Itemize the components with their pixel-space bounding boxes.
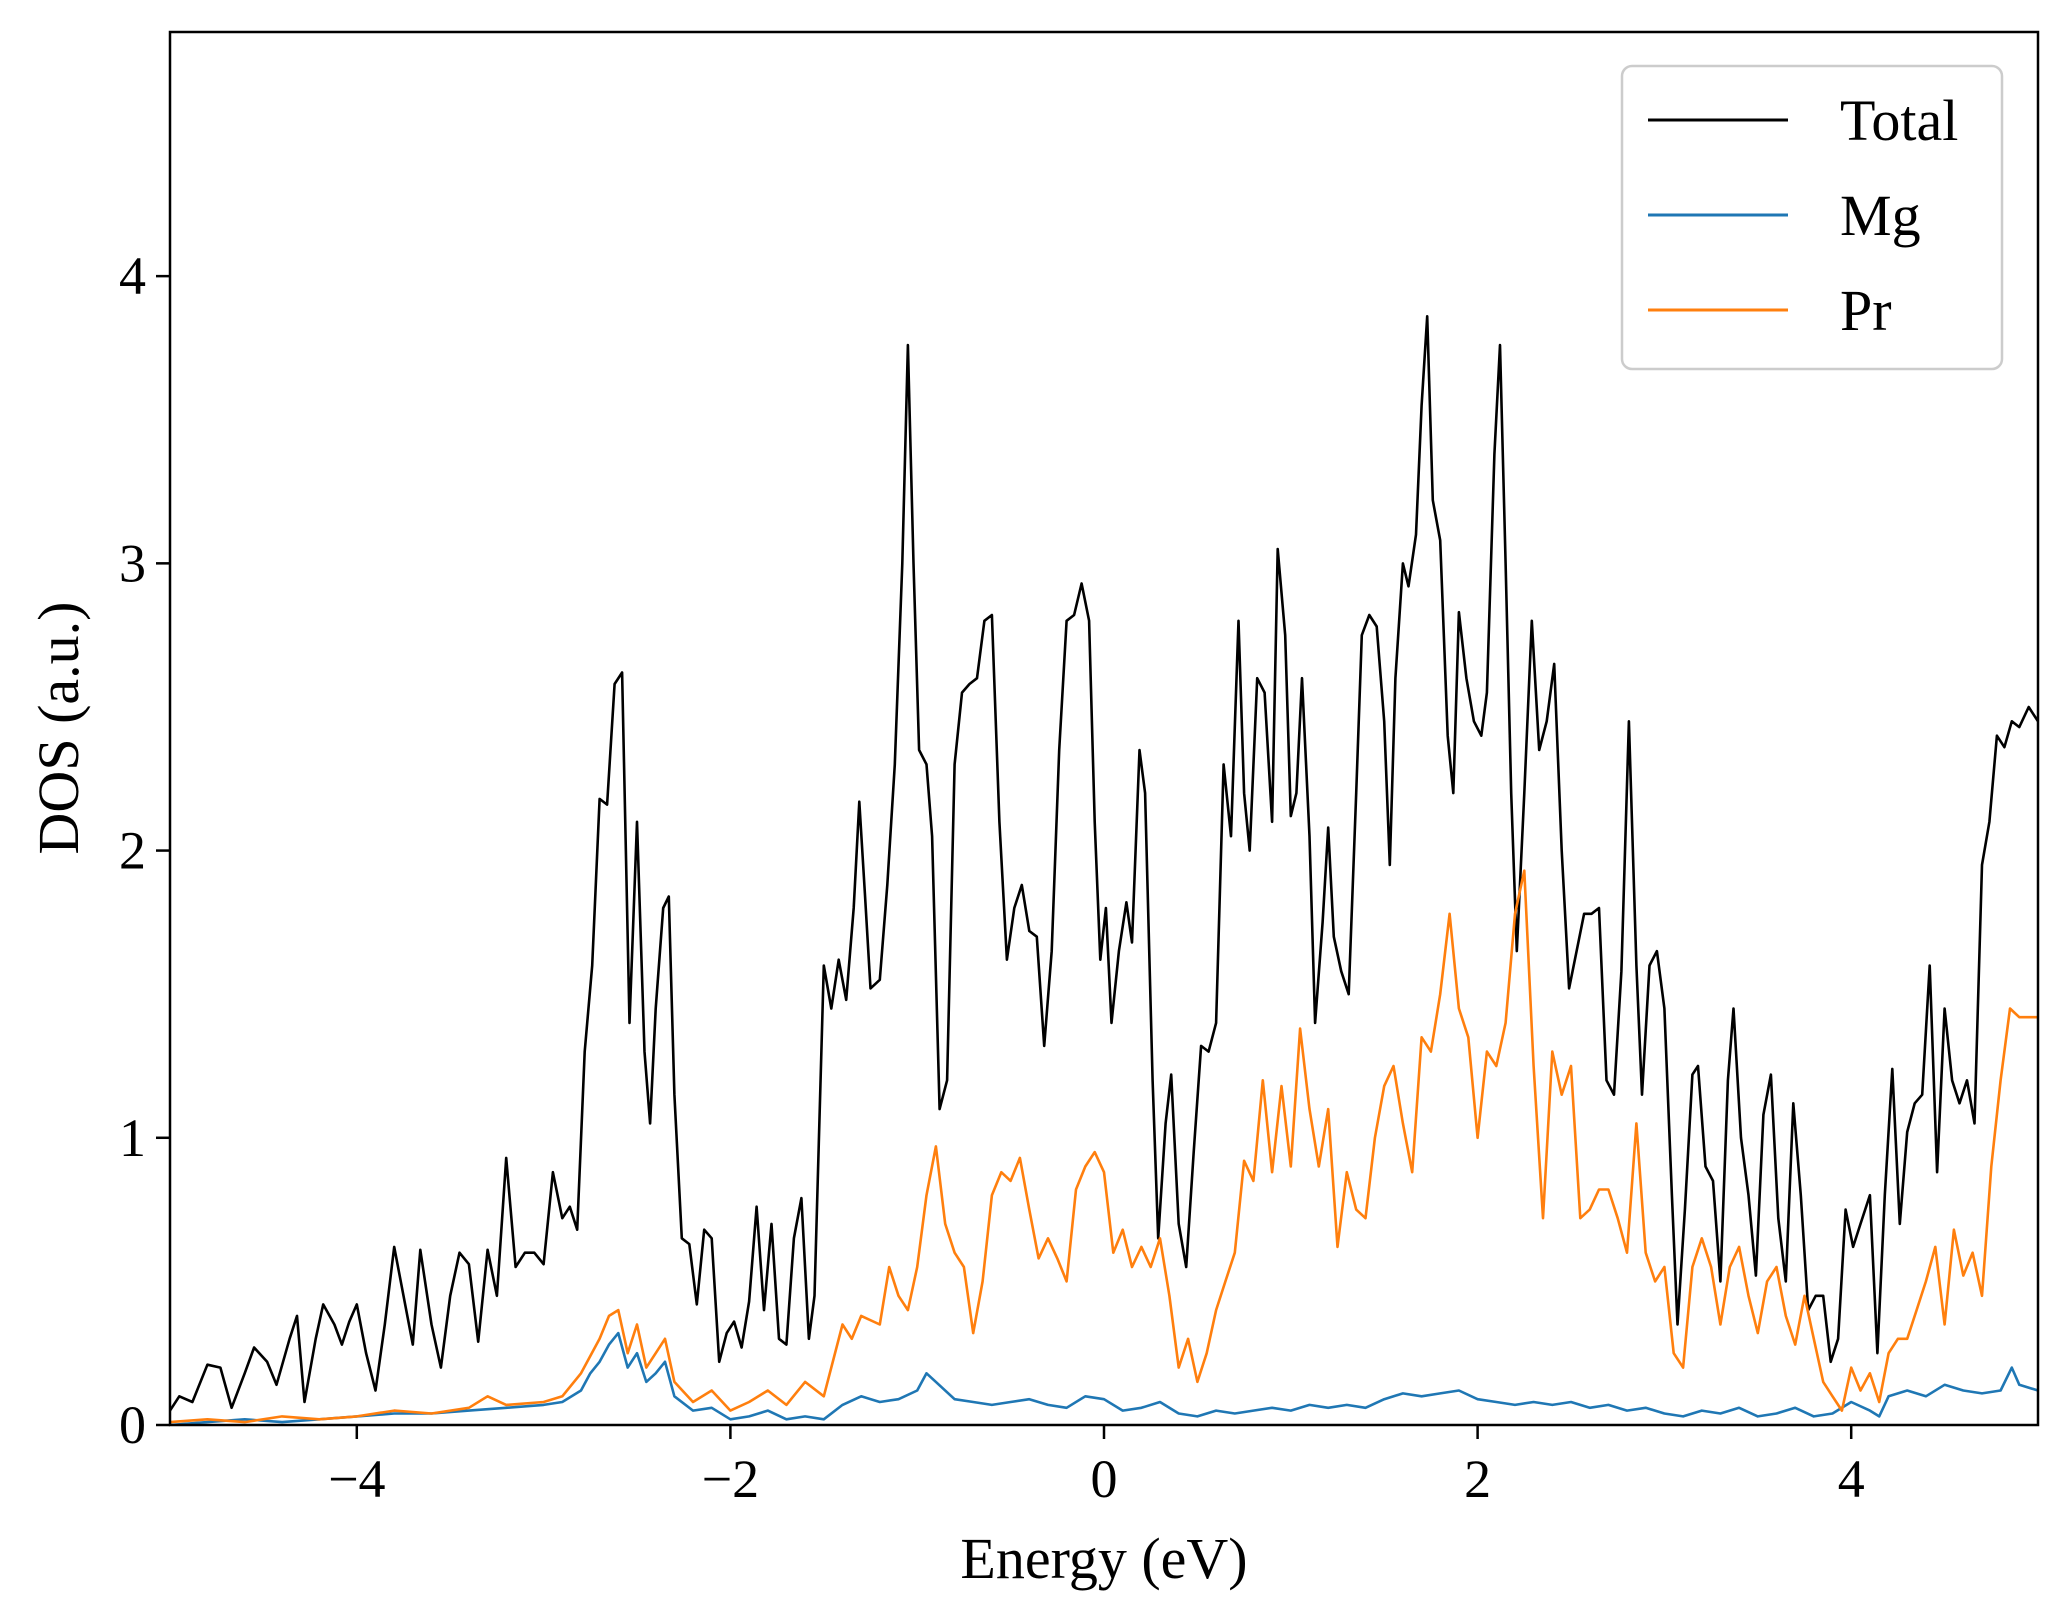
legend: Total Mg Pr (1620, 64, 2004, 371)
y-tick-label: 0 (119, 1395, 146, 1455)
x-tick-label: −2 (702, 1449, 759, 1509)
x-axis: −4 −2 0 2 4 (328, 1425, 1865, 1509)
x-tick-label: 4 (1838, 1449, 1865, 1509)
series-layer (170, 314, 2038, 1425)
y-tick-label: 1 (119, 1108, 146, 1168)
y-tick-label: 3 (119, 533, 146, 593)
y-tick-label: 2 (119, 821, 146, 881)
series-line-total (170, 314, 2038, 1412)
x-tick-label: 2 (1464, 1449, 1491, 1509)
series-line-pr (170, 869, 2038, 1424)
legend-items: Total Mg Pr (1648, 88, 1958, 343)
legend-label-mg: Mg (1840, 183, 1921, 248)
y-axis: 0 1 2 3 4 (119, 246, 170, 1455)
x-tick-label: 0 (1091, 1449, 1118, 1509)
y-axis-label: DOS (a.u.) (26, 602, 91, 855)
series-line-mg (170, 1331, 2038, 1425)
legend-label-pr: Pr (1840, 278, 1892, 343)
x-axis-label: Energy (eV) (960, 1526, 1247, 1591)
y-tick-label: 4 (119, 246, 146, 306)
legend-label-total: Total (1840, 88, 1958, 153)
x-tick-label: −4 (328, 1449, 385, 1509)
legend-box (1620, 64, 2004, 371)
